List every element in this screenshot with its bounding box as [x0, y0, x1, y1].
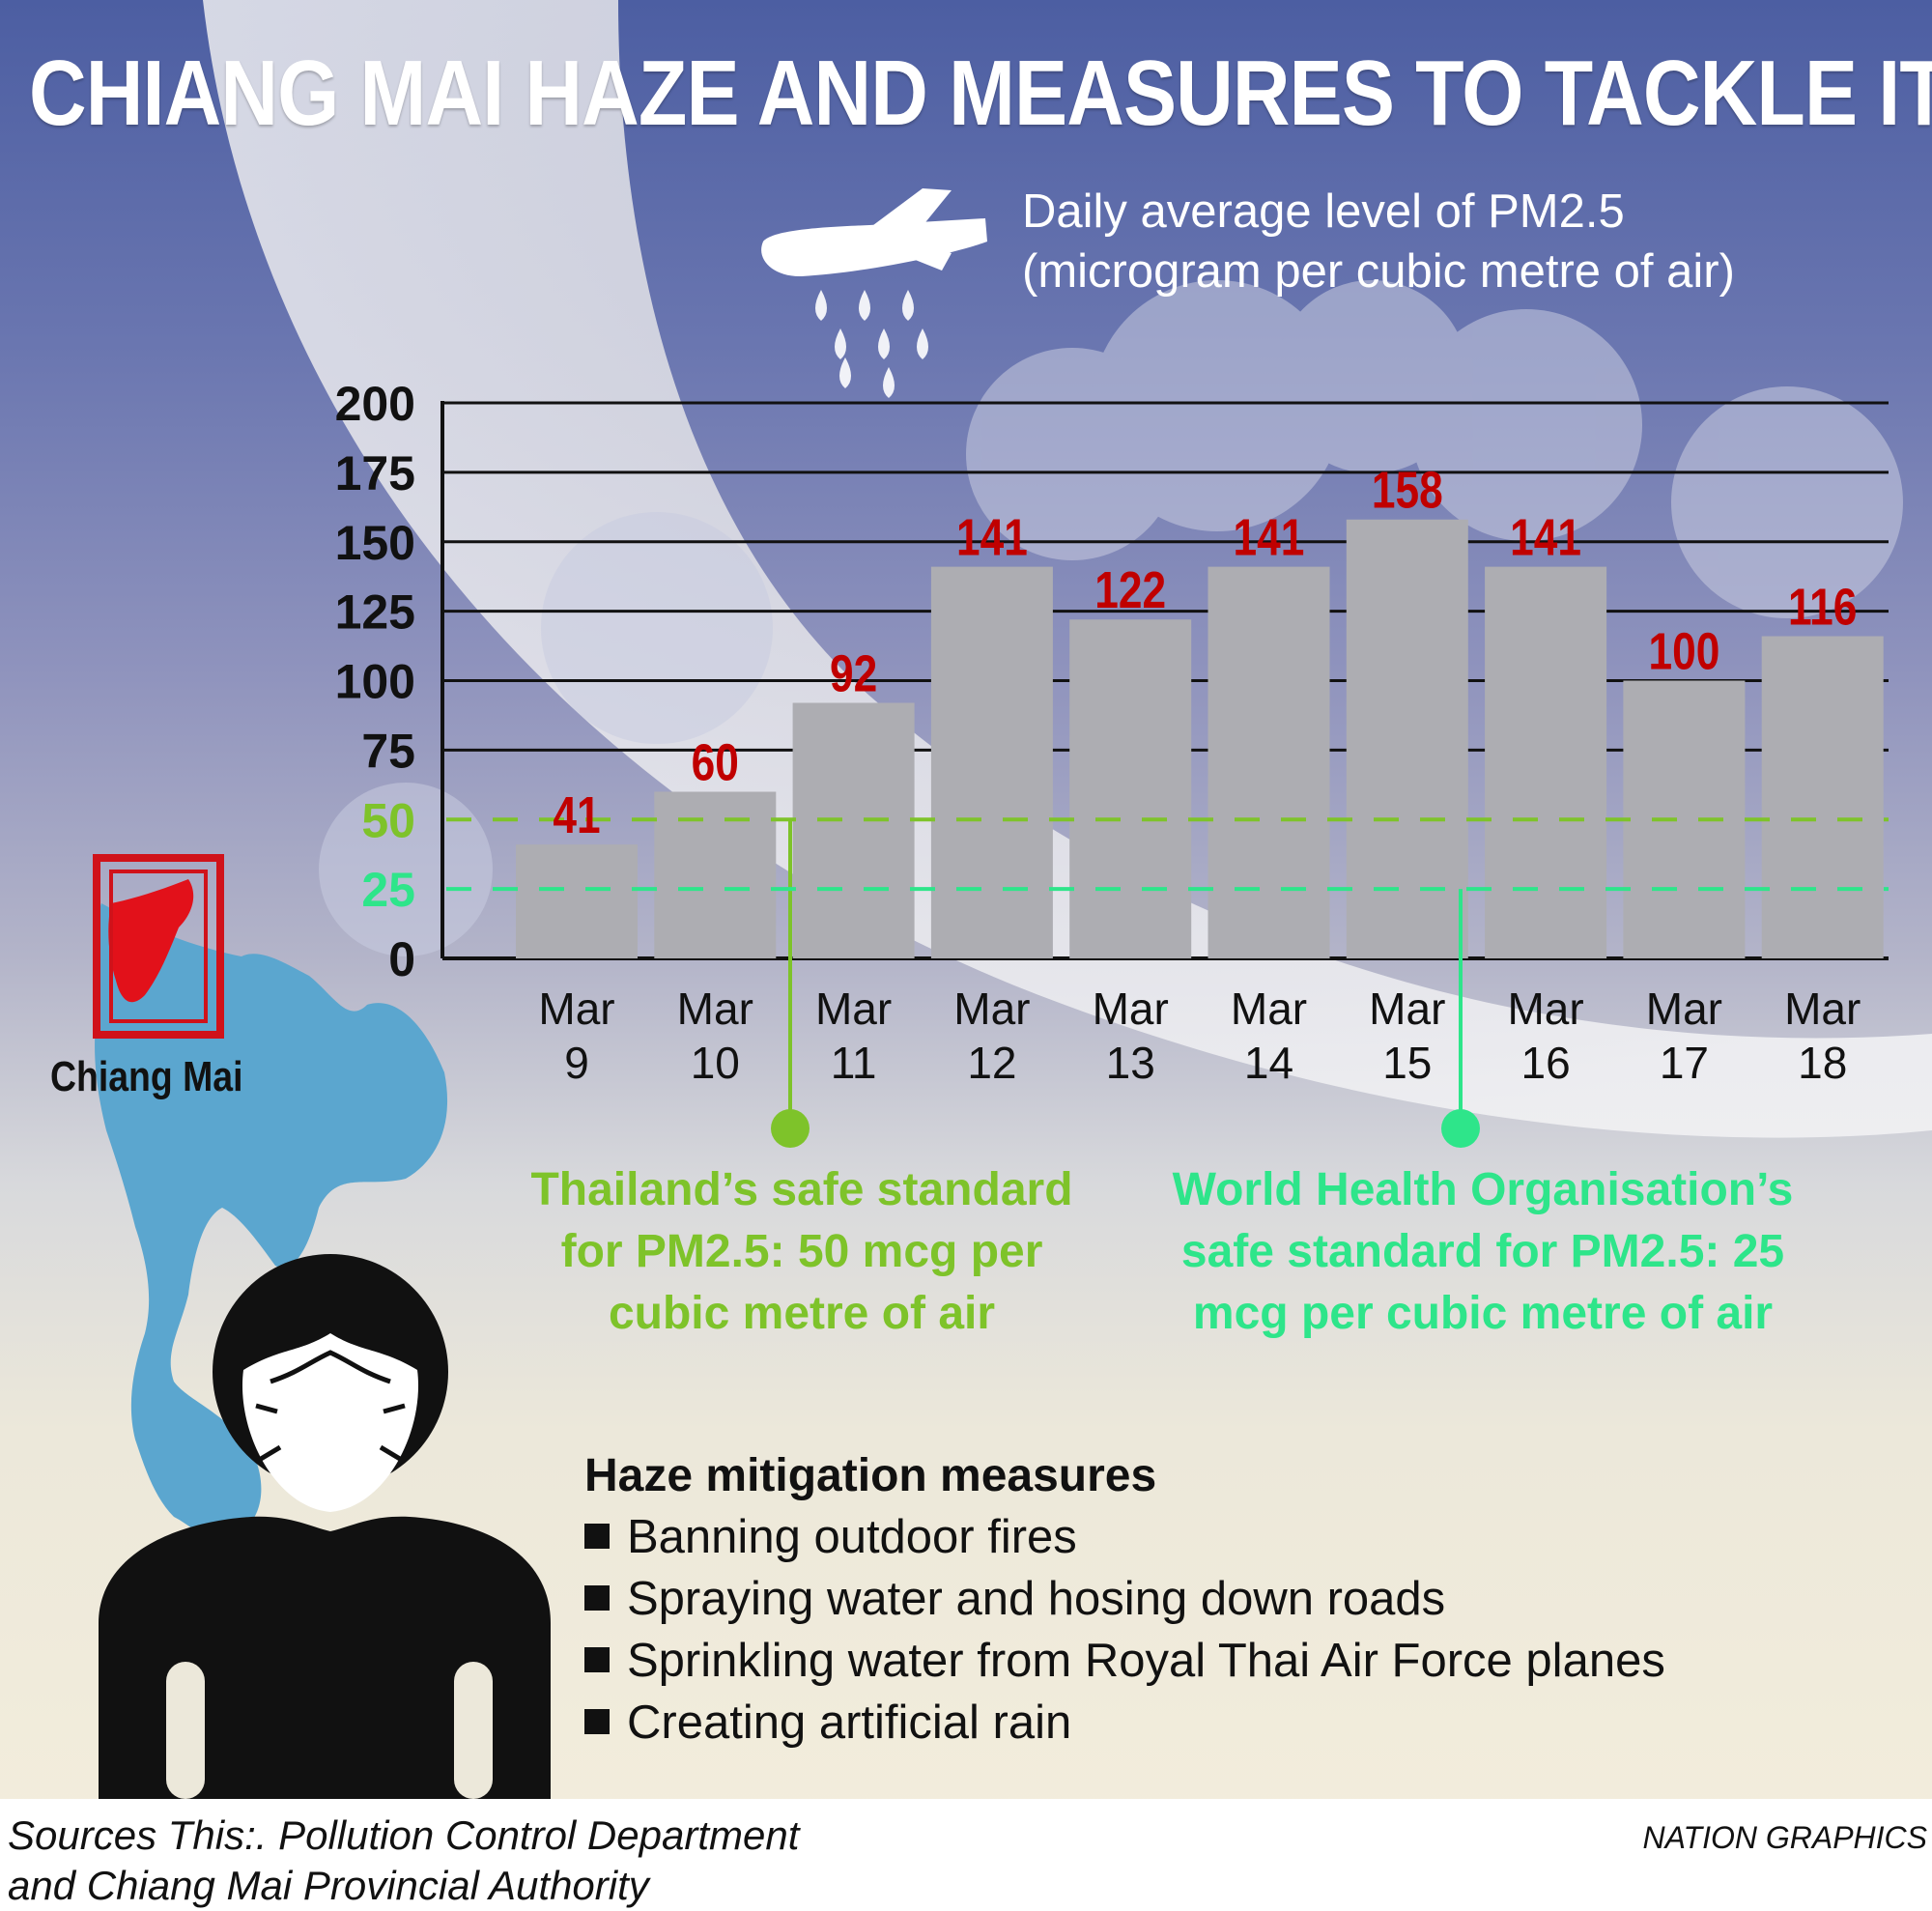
- plane-icon: [761, 188, 987, 277]
- x-tick-label-month: Mar: [1507, 984, 1583, 1034]
- bullet-icon: [584, 1585, 610, 1611]
- x-tick-label-day: 11: [831, 1038, 877, 1088]
- y-tick-label: 50: [361, 793, 415, 847]
- y-tick-label: 175: [335, 446, 415, 500]
- map-label: Chiang Mai: [50, 1053, 243, 1100]
- bar-value-label: 141: [1234, 509, 1305, 567]
- bar: [1761, 636, 1884, 958]
- x-tick-label-day: 15: [1382, 1038, 1432, 1088]
- callout-dot: [771, 1109, 810, 1148]
- bar: [792, 702, 915, 958]
- y-tick-label: 150: [335, 516, 415, 570]
- bar: [516, 844, 638, 958]
- subtitle-line-2: (microgram per cubic metre of air): [1022, 245, 1735, 298]
- x-tick-label-month: Mar: [815, 984, 892, 1034]
- x-tick-label-day: 10: [691, 1038, 740, 1088]
- who-standard-note: World Health Organisation’s safe standar…: [1172, 1164, 1794, 1339]
- x-tick-label-day: 13: [1106, 1038, 1155, 1088]
- bar-value-label: 141: [1510, 509, 1581, 567]
- measure-item: Banning outdoor fires: [584, 1506, 1665, 1568]
- y-tick-label: 25: [361, 863, 415, 917]
- bar: [1623, 680, 1746, 958]
- x-tick-label-month: Mar: [1646, 984, 1722, 1034]
- standard-lines: [446, 817, 1889, 1148]
- bar: [1069, 619, 1192, 958]
- sources-line-2: and Chiang Mai Provincial Authority: [8, 1863, 649, 1908]
- bar-value-label: 116: [1788, 578, 1857, 636]
- x-tick-label-day: 17: [1660, 1038, 1709, 1088]
- x-tick-label-month: Mar: [1231, 984, 1307, 1034]
- x-tick-label-month: Mar: [1093, 984, 1169, 1034]
- chart-subtitle: Daily average level of PM2.5 (microgram …: [1022, 182, 1930, 301]
- bar-value-label: 41: [553, 786, 600, 844]
- measure-item: Creating artificial rain: [584, 1692, 1665, 1754]
- x-tick-label-day: 16: [1521, 1038, 1571, 1088]
- footer: [0, 1799, 1932, 1911]
- y-tick-label: 75: [361, 724, 415, 778]
- y-tick-label: 0: [388, 932, 415, 986]
- bar: [1346, 519, 1468, 958]
- bullet-icon: [584, 1524, 610, 1549]
- y-tick-label: 200: [335, 377, 415, 431]
- thailand-map-icon: [93, 854, 448, 1539]
- bar: [930, 566, 1053, 958]
- x-tick-label-day: 9: [564, 1038, 589, 1088]
- sources-line-1: Sources This:. Pollution Control Departm…: [8, 1812, 800, 1858]
- cloud-shapes: [319, 280, 1903, 956]
- bar-value-label: 92: [830, 644, 877, 702]
- measures-list: Haze mitigation measures Banning outdoor…: [584, 1446, 1665, 1754]
- bar-value-label: 158: [1372, 462, 1443, 520]
- bar-value-label: 60: [692, 733, 739, 791]
- bullet-icon: [584, 1647, 610, 1672]
- measure-item: Sprinkling water from Royal Thai Air For…: [584, 1630, 1665, 1692]
- y-tick-label: 100: [335, 655, 415, 709]
- x-tick-label-month: Mar: [677, 984, 753, 1034]
- water-drop-icon: [815, 290, 928, 398]
- x-tick-label-month: Mar: [1784, 984, 1861, 1034]
- credit: NATION GRAPHICS: [1642, 1820, 1927, 1855]
- y-tick-label: 125: [335, 585, 415, 640]
- bar: [654, 791, 777, 958]
- bullet-icon: [584, 1709, 610, 1734]
- bar-value-label: 100: [1648, 622, 1719, 680]
- x-tick-label-day: 12: [967, 1038, 1016, 1088]
- bars: [516, 519, 1884, 958]
- x-tick-label-month: Mar: [1369, 984, 1445, 1034]
- thai-standard-note: Thailand’s safe standard for PM2.5: 50 m…: [530, 1164, 1073, 1339]
- masked-person-icon: [99, 1254, 551, 1799]
- bar-value-label: 122: [1094, 561, 1166, 619]
- x-tick-label-month: Mar: [953, 984, 1030, 1034]
- sources: Sources This:. Pollution Control Departm…: [8, 1811, 1070, 1911]
- measures-title: Haze mitigation measures: [584, 1450, 1157, 1501]
- x-tick-label-day: 14: [1244, 1038, 1293, 1088]
- bar-value-label: 141: [956, 509, 1028, 567]
- measure-item: Spraying water and hosing down roads: [584, 1568, 1665, 1630]
- measure-text: Spraying water and hosing down roads: [627, 1573, 1446, 1625]
- subtitle-line-1: Daily average level of PM2.5: [1022, 185, 1625, 238]
- measure-text: Creating artificial rain: [627, 1697, 1072, 1749]
- bar: [1208, 566, 1330, 958]
- callout-dot: [1441, 1109, 1480, 1148]
- moon-arc: [203, 0, 1932, 1138]
- page-title: CHIANG MAI HAZE AND MEASURES TO TACKLE I…: [29, 42, 1932, 145]
- measure-text: Sprinkling water from Royal Thai Air For…: [627, 1635, 1665, 1687]
- x-tick-label-month: Mar: [538, 984, 614, 1034]
- measure-text: Banning outdoor fires: [627, 1511, 1077, 1563]
- x-tick-label-day: 18: [1798, 1038, 1847, 1088]
- chart-labels: 025507510012515017520041Mar960Mar1092Mar…: [335, 377, 1861, 1088]
- bar: [1485, 566, 1607, 958]
